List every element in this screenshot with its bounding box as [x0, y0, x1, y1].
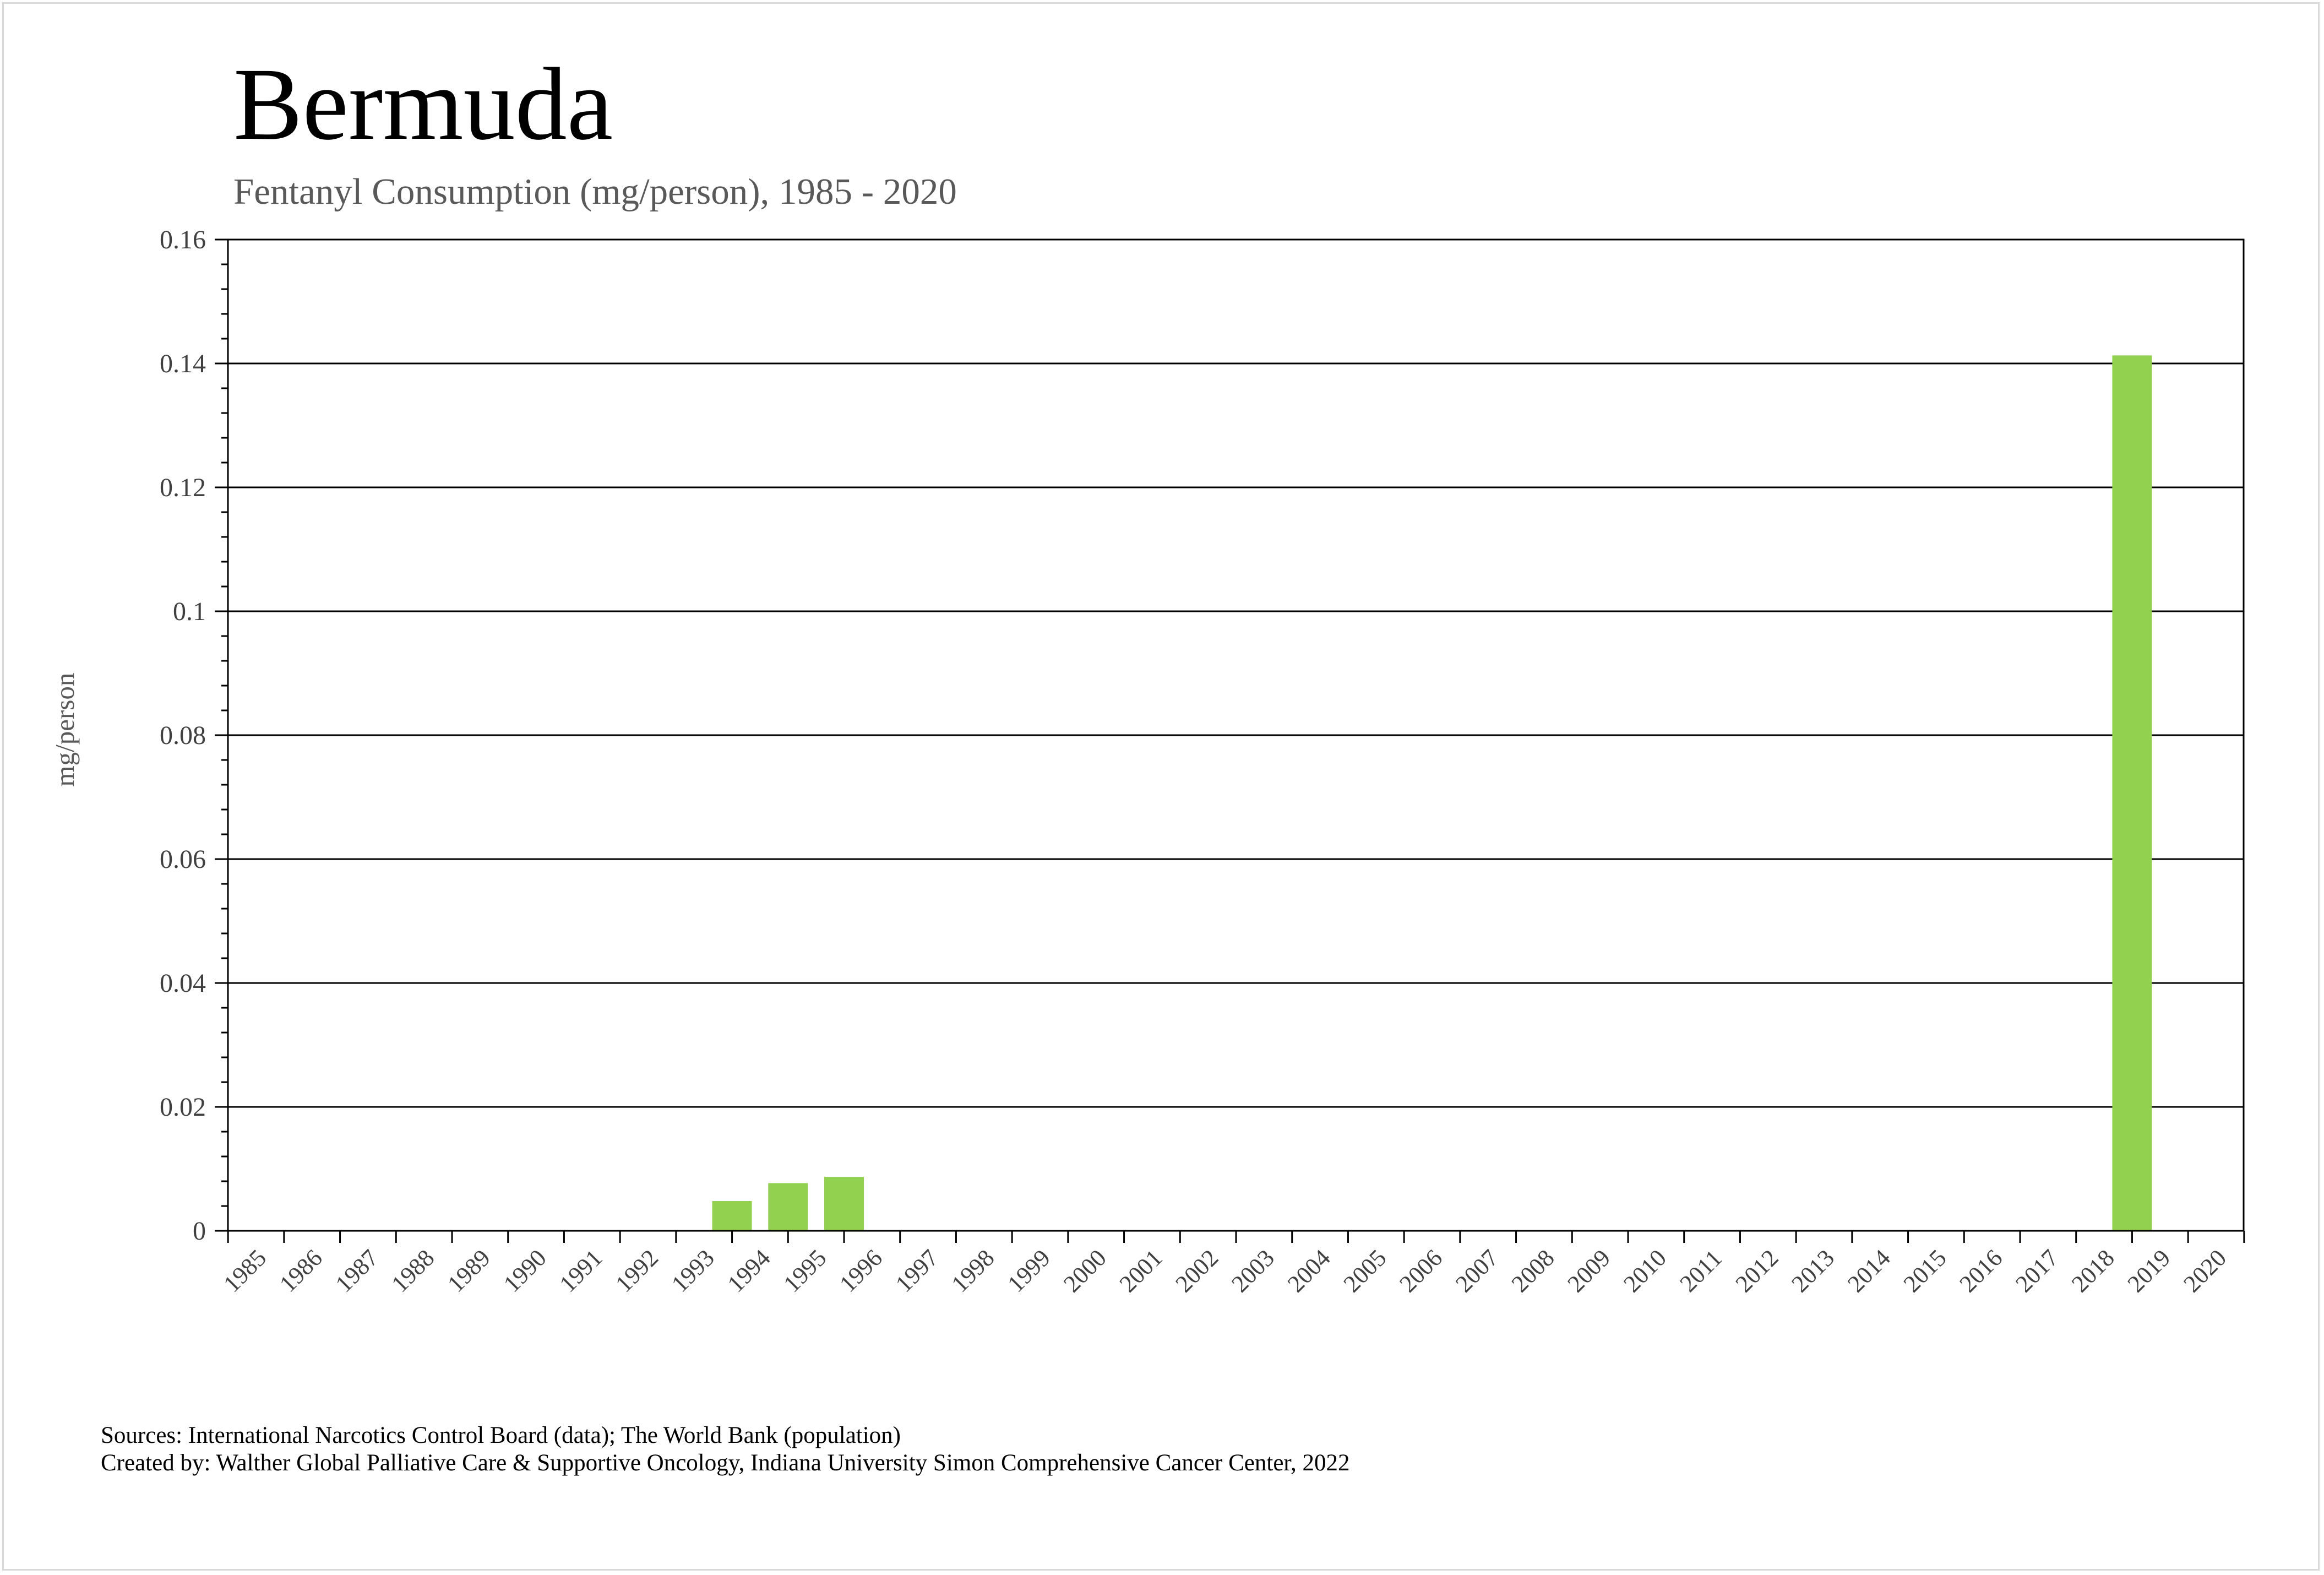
- x-tick-label: 2007: [1450, 1244, 1504, 1297]
- x-tick-label: 1998: [946, 1244, 1000, 1297]
- bars: [712, 355, 2152, 1231]
- x-tick-label: 2009: [1562, 1244, 1615, 1297]
- x-tick-label: 2001: [1114, 1244, 1168, 1297]
- y-tick-label: 0.16: [160, 225, 206, 254]
- chart-subtitle: Fentanyl Consumption (mg/person), 1985 -…: [233, 171, 957, 212]
- x-tick-label: 2012: [1730, 1244, 1784, 1297]
- footer-credit: Created by: Walther Global Palliative Ca…: [101, 1450, 1350, 1476]
- x-tick-label: 2010: [1618, 1244, 1672, 1297]
- x-tick-label: 2014: [1842, 1244, 1896, 1297]
- y-tick-label: 0: [193, 1216, 206, 1246]
- x-tick-label: 2005: [1338, 1244, 1392, 1297]
- x-tick-labels: 1985 1986 1987 1988 1989 1990 1991 1992 1993 1994…: [218, 1244, 2232, 1297]
- x-tick-label: 1989: [442, 1244, 496, 1297]
- x-tick-label: 2013: [1786, 1244, 1839, 1297]
- bar: [2112, 355, 2152, 1231]
- x-tick-label: 2008: [1506, 1244, 1560, 1297]
- axes: [215, 238, 2245, 1243]
- x-tick-label: 2011: [1674, 1245, 1727, 1297]
- x-tick-label: 1992: [610, 1244, 663, 1297]
- y-tick-label: 0.12: [160, 473, 206, 502]
- x-tick-label: 1991: [554, 1244, 608, 1297]
- y-tick-label: 0.06: [160, 845, 206, 874]
- x-tick-label: 2004: [1282, 1244, 1336, 1297]
- y-tick-label: 0.14: [160, 349, 206, 378]
- x-tick-label: 2020: [2178, 1244, 2232, 1297]
- x-tick-label: 1994: [722, 1244, 776, 1297]
- y-axis-label: mg/person: [50, 673, 80, 787]
- y-tick-labels: 0 0.02 0.04 0.06 0.08 0.1 0.12 0.14 0.16: [160, 225, 206, 1246]
- y-tick-label: 0.1: [173, 597, 206, 626]
- x-tick-label: 1999: [1002, 1244, 1055, 1297]
- x-tick-label: 2019: [2122, 1244, 2176, 1297]
- bar: [712, 1201, 752, 1231]
- x-tick-label: 1986: [274, 1244, 328, 1297]
- y-tick-label: 0.02: [160, 1093, 206, 1122]
- bar: [824, 1177, 864, 1231]
- y-tick-label: 0.08: [160, 721, 206, 750]
- grid-lines: [228, 238, 2244, 1108]
- footer-sources: Sources: International Narcotics Control…: [101, 1422, 901, 1448]
- x-tick-label: 2015: [1898, 1244, 1952, 1297]
- x-tick-label: 1997: [890, 1244, 944, 1297]
- x-tick-label: 1987: [330, 1244, 384, 1297]
- x-tick-label: 2003: [1226, 1244, 1280, 1297]
- x-tick-label: 2000: [1058, 1244, 1112, 1297]
- x-tick-label: 2006: [1394, 1244, 1447, 1297]
- bar: [768, 1183, 808, 1231]
- x-tick-label: 1985: [218, 1244, 271, 1297]
- x-tick-label: 1996: [834, 1244, 888, 1297]
- x-tick-label: 1988: [386, 1244, 439, 1297]
- x-tick-label: 2017: [2010, 1244, 2064, 1297]
- x-tick-label: 2016: [1954, 1244, 2007, 1297]
- x-tick-label: 1990: [498, 1244, 552, 1297]
- x-tick-label: 2002: [1170, 1244, 1223, 1297]
- x-tick-label: 1993: [666, 1244, 720, 1297]
- x-tick-label: 2018: [2066, 1244, 2120, 1297]
- x-tick-label: 1995: [778, 1244, 831, 1297]
- chart-title: Bermuda: [233, 46, 613, 161]
- y-tick-label: 0.04: [160, 969, 206, 998]
